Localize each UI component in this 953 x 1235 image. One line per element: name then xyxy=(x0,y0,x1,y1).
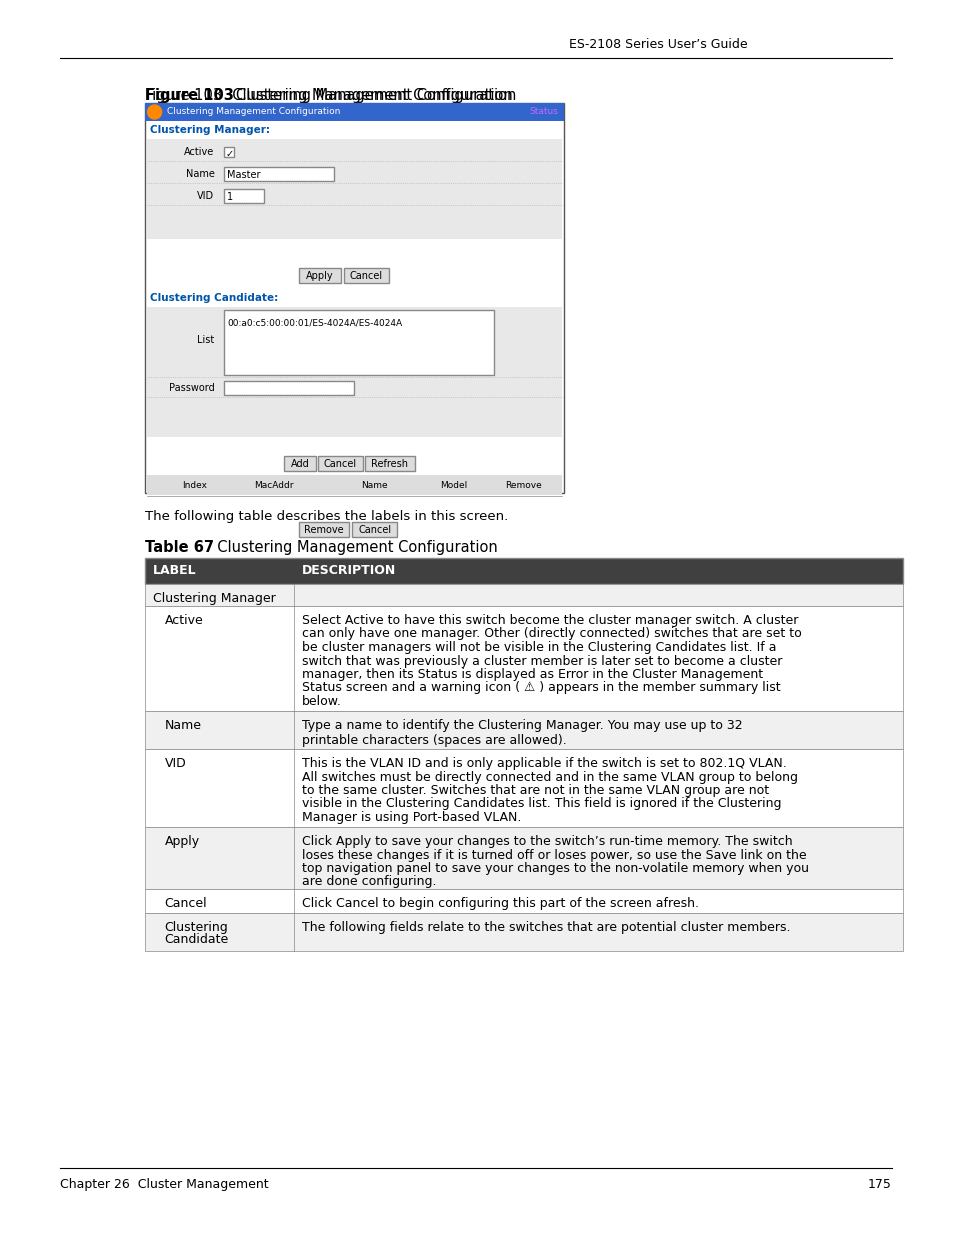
Text: be cluster managers will not be visible in the Clustering Candidates list. If a: be cluster managers will not be visible … xyxy=(302,641,776,655)
Bar xyxy=(145,606,902,711)
Text: Refresh: Refresh xyxy=(371,459,408,469)
Bar xyxy=(147,308,561,437)
Text: ✓: ✓ xyxy=(225,149,233,159)
Bar xyxy=(224,310,494,375)
Bar xyxy=(147,475,561,495)
Text: Active: Active xyxy=(184,147,214,157)
Bar xyxy=(145,711,902,748)
Bar xyxy=(284,456,315,471)
Text: 00:a0:c5:00:00:01/ES-4024A/ES-4024A: 00:a0:c5:00:00:01/ES-4024A/ES-4024A xyxy=(227,317,402,327)
Text: top navigation panel to save your changes to the non-volatile memory when you: top navigation panel to save your change… xyxy=(302,862,808,876)
Text: Remove: Remove xyxy=(304,525,344,535)
Text: Cancel: Cancel xyxy=(349,270,382,282)
Text: can only have one manager. Other (directly connected) switches that are set to: can only have one manager. Other (direct… xyxy=(302,627,801,641)
Text: to the same cluster. Switches that are not in the same VLAN group are not: to the same cluster. Switches that are n… xyxy=(302,784,768,797)
Text: Index: Index xyxy=(182,480,207,489)
Bar xyxy=(145,913,902,951)
Text: Select Active to have this switch become the cluster manager switch. A cluster: Select Active to have this switch become… xyxy=(302,614,798,627)
Bar xyxy=(318,456,363,471)
Bar xyxy=(145,558,902,584)
Bar xyxy=(299,268,341,283)
Text: ES-2108 Series User’s Guide: ES-2108 Series User’s Guide xyxy=(569,38,747,51)
Bar xyxy=(145,827,902,889)
Text: Name: Name xyxy=(186,169,214,179)
Text: Apply: Apply xyxy=(165,835,199,848)
Bar xyxy=(224,147,234,157)
Text: VID: VID xyxy=(197,191,214,201)
Bar xyxy=(145,748,902,827)
Bar xyxy=(145,584,902,606)
Text: Figure 103: Figure 103 xyxy=(145,88,233,103)
Text: Name: Name xyxy=(165,719,201,732)
Text: switch that was previously a cluster member is later set to become a cluster: switch that was previously a cluster mem… xyxy=(302,655,781,667)
Text: LABEL: LABEL xyxy=(152,564,196,578)
Bar xyxy=(344,268,389,283)
Text: Candidate: Candidate xyxy=(165,932,229,946)
Text: below.: below. xyxy=(302,695,342,708)
Text: Table 67: Table 67 xyxy=(145,540,213,555)
Text: Status screen and a warning icon ( ⚠ ) appears in the member summary list: Status screen and a warning icon ( ⚠ ) a… xyxy=(302,682,780,694)
Text: Cancel: Cancel xyxy=(165,897,207,910)
Text: MacAddr: MacAddr xyxy=(254,480,294,489)
Text: Remove: Remove xyxy=(505,480,541,489)
Bar xyxy=(145,103,563,493)
Bar xyxy=(145,558,902,584)
Text: Password: Password xyxy=(169,383,214,393)
Text: Name: Name xyxy=(360,480,387,489)
Text: Clustering Management Configuration: Clustering Management Configuration xyxy=(209,540,497,555)
Text: Chapter 26  Cluster Management: Chapter 26 Cluster Management xyxy=(60,1178,268,1191)
Bar xyxy=(365,456,415,471)
Bar xyxy=(224,189,264,203)
Text: loses these changes if it is turned off or loses power, so use the Save link on : loses these changes if it is turned off … xyxy=(302,848,806,862)
Text: Clustering: Clustering xyxy=(165,921,228,934)
Text: Clustering Management Configuration: Clustering Management Configuration xyxy=(167,107,339,116)
Text: 1: 1 xyxy=(227,191,233,203)
Text: Clustering Management Configuration: Clustering Management Configuration xyxy=(223,88,513,103)
Text: Master: Master xyxy=(227,170,260,180)
Text: List: List xyxy=(197,335,214,345)
Text: Clustering Manager:: Clustering Manager: xyxy=(150,125,270,135)
Text: DESCRIPTION: DESCRIPTION xyxy=(302,564,396,578)
Text: Type a name to identify the Clustering Manager. You may use up to 32
printable c: Type a name to identify the Clustering M… xyxy=(302,719,742,747)
Text: VID: VID xyxy=(165,757,186,769)
Text: The following table describes the labels in this screen.: The following table describes the labels… xyxy=(145,510,507,522)
Bar xyxy=(145,889,902,913)
Text: Model: Model xyxy=(439,480,467,489)
Text: Manager is using Port-based VLAN.: Manager is using Port-based VLAN. xyxy=(302,811,521,824)
Text: Click Cancel to begin configuring this part of the screen afresh.: Click Cancel to begin configuring this p… xyxy=(302,897,699,910)
Bar xyxy=(224,167,334,182)
Text: All switches must be directly connected and in the same VLAN group to belong: All switches must be directly connected … xyxy=(302,771,798,783)
Text: Clustering Candidate:: Clustering Candidate: xyxy=(150,293,277,303)
Text: Click Apply to save your changes to the switch’s run-time memory. The switch: Click Apply to save your changes to the … xyxy=(302,835,792,848)
Text: This is the VLAN ID and is only applicable if the switch is set to 802.1Q VLAN.: This is the VLAN ID and is only applicab… xyxy=(302,757,786,769)
Text: Figure 103   Clustering Management Configuration: Figure 103 Clustering Management Configu… xyxy=(145,88,516,103)
Text: Apply: Apply xyxy=(306,270,334,282)
Text: Active: Active xyxy=(165,614,203,627)
Text: Status: Status xyxy=(529,107,558,116)
Text: visible in the Clustering Candidates list. This field is ignored if the Clusteri: visible in the Clustering Candidates lis… xyxy=(302,798,781,810)
Text: Cancel: Cancel xyxy=(358,525,391,535)
Bar xyxy=(224,382,354,395)
Text: Add: Add xyxy=(291,459,310,469)
Bar xyxy=(147,140,561,240)
Text: Clustering Manager: Clustering Manager xyxy=(152,592,275,605)
Bar xyxy=(145,103,563,121)
Text: are done configuring.: are done configuring. xyxy=(302,876,436,888)
Bar xyxy=(299,522,349,537)
Bar xyxy=(352,522,396,537)
Circle shape xyxy=(148,105,161,119)
Text: The following fields relate to the switches that are potential cluster members.: The following fields relate to the switc… xyxy=(302,921,790,934)
Text: Cancel: Cancel xyxy=(323,459,356,469)
Text: manager, then its Status is displayed as Error in the Cluster Management: manager, then its Status is displayed as… xyxy=(302,668,762,680)
Text: 175: 175 xyxy=(867,1178,891,1191)
